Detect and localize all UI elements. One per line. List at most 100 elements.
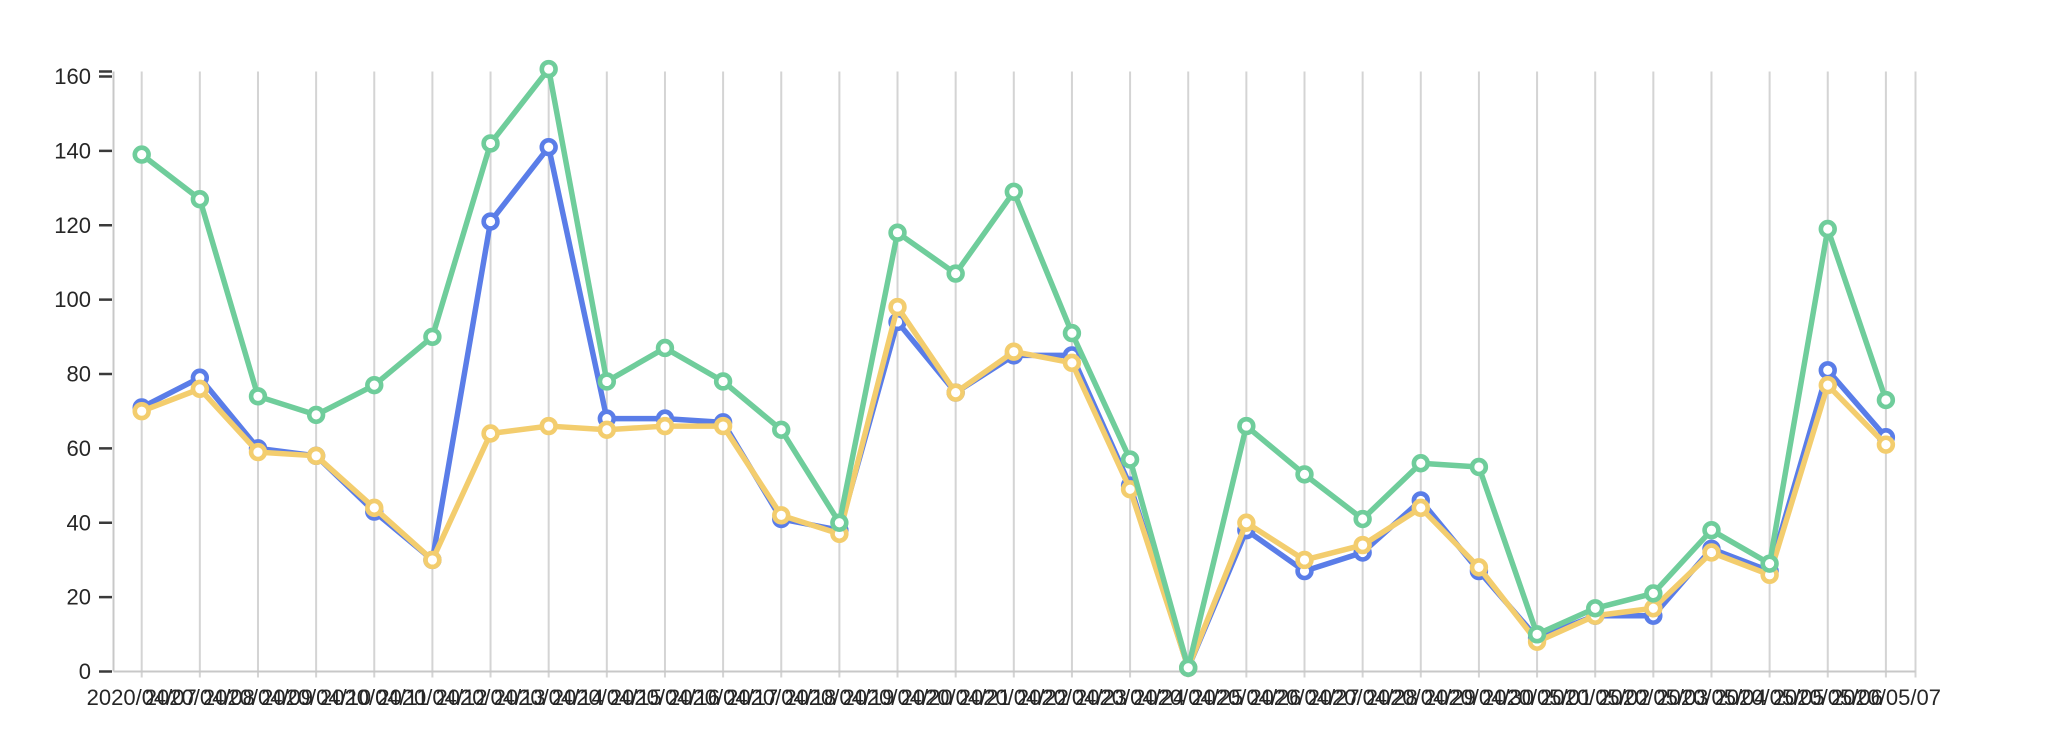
data-point-green (1469, 457, 1489, 477)
x-axis-tick-label: 2020/04/16 (610, 685, 720, 710)
data-point-green (1120, 450, 1140, 469)
x-axis-tick-label: 2020/04/29 (1366, 685, 1476, 710)
data-point-green (772, 420, 791, 439)
data-point-yellow (1411, 498, 1430, 518)
x-axis-tick-label: 2020/04/08 (145, 685, 255, 710)
x-axis-tick-label: 2020/04/12 (377, 685, 487, 710)
data-point-green (655, 338, 675, 358)
data-point-green (1644, 584, 1663, 603)
data-point-yellow (1876, 435, 1896, 454)
data-point-green (1295, 465, 1314, 484)
x-axis-tick-label: 2020/04/23 (1017, 685, 1127, 710)
x-axis-tick-label: 2020/05/03 (1598, 685, 1708, 710)
data-point-green (190, 190, 210, 209)
data-point-yellow (1818, 375, 1837, 395)
x-axis-tick-label: 2020/04/22 (959, 685, 1069, 710)
data-point-yellow (1353, 535, 1372, 555)
x-axis-tick-label: 2020/04/14 (494, 685, 604, 710)
data-point-green (830, 513, 849, 532)
y-axis-tick-label: 160 (54, 64, 91, 89)
data-point-yellow (365, 498, 384, 518)
y-axis-tick-label: 0 (79, 659, 91, 684)
x-axis-tick-label: 2020/04/10 (261, 685, 371, 710)
data-point-green (1237, 416, 1256, 436)
data-point-green (1760, 554, 1779, 573)
x-axis-tick-label: 2020/04/30 (1424, 685, 1534, 710)
x-axis-tick-label: 2020/05/07 (1831, 685, 1941, 710)
x-axis-tick-label: 2020/04/07 (87, 685, 197, 710)
data-point-yellow (132, 401, 151, 421)
data-point-green (597, 372, 617, 391)
data-point-green (1179, 658, 1198, 677)
data-point-green (132, 145, 151, 164)
data-point-yellow (248, 442, 268, 462)
data-point-yellow (481, 424, 500, 443)
data-point-yellow (655, 416, 675, 436)
data-point-green (1876, 390, 1896, 410)
x-axis-tick-label: 2020/05/01 (1482, 685, 1592, 710)
x-axis-tick-label: 2020/04/26 (1191, 685, 1301, 710)
x-axis-tick-label: 2020/05/06 (1773, 685, 1883, 710)
x-axis-tick-label: 2020/04/09 (203, 685, 313, 710)
x-axis-tick-label: 2020/04/24 (1075, 685, 1185, 710)
data-point-blue (539, 137, 558, 157)
x-axis-tick-label: 2020/04/17 (668, 685, 778, 710)
data-point-green (946, 264, 965, 283)
data-point-green (248, 387, 268, 406)
data-point-yellow (306, 446, 326, 466)
y-axis-tick-label: 120 (54, 213, 91, 238)
y-axis-tick-label: 100 (54, 287, 91, 312)
data-point-green (423, 327, 442, 347)
data-point-yellow (1644, 599, 1663, 618)
x-axis-tick-label: 2020/04/20 (842, 685, 952, 710)
x-axis-tick-label: 2020/04/25 (1133, 685, 1243, 710)
data-point-green (1004, 182, 1023, 201)
x-axis-tick-label: 2020/04/21 (901, 685, 1011, 710)
data-point-blue (1818, 361, 1837, 380)
data-point-yellow (1702, 543, 1721, 562)
data-point-yellow (1469, 558, 1489, 577)
data-point-green (888, 223, 907, 242)
data-point-green (365, 375, 384, 395)
data-point-yellow (1237, 513, 1256, 532)
x-axis-tick-label: 2020/04/27 (1249, 685, 1359, 710)
data-point-yellow (423, 550, 442, 570)
data-point-blue (481, 212, 500, 231)
data-point-green (1411, 454, 1430, 473)
y-axis-tick-label: 20 (67, 585, 91, 610)
data-point-green (1585, 599, 1605, 618)
data-point-yellow (1295, 550, 1314, 570)
data-point-green (481, 134, 500, 153)
x-axis-tick-label: 2020/04/19 (784, 685, 894, 710)
data-point-green (1818, 219, 1837, 239)
data-point-yellow (946, 383, 965, 402)
y-axis-tick-label: 140 (54, 138, 91, 163)
data-point-yellow (888, 297, 907, 317)
data-point-yellow (772, 506, 791, 525)
x-axis-tick-label: 2020/05/05 (1715, 685, 1825, 710)
y-axis-tick-label: 60 (67, 436, 91, 461)
y-axis-tick-label: 40 (67, 510, 91, 535)
data-point-green (306, 405, 326, 425)
data-point-green (1702, 520, 1721, 540)
data-point-green (1062, 323, 1082, 343)
data-point-yellow (190, 379, 210, 399)
data-point-yellow (1062, 353, 1082, 373)
data-point-green (539, 59, 558, 79)
data-point-yellow (597, 420, 617, 439)
data-point-green (1527, 625, 1547, 644)
data-point-yellow (539, 416, 558, 436)
x-axis-tick-label: 2020/04/28 (1308, 685, 1418, 710)
x-axis-tick-label: 2020/04/15 (552, 685, 662, 710)
data-point-green (713, 372, 733, 391)
data-point-yellow (713, 416, 733, 436)
x-axis-tick-label: 2020/05/04 (1656, 685, 1766, 710)
x-axis-tick-label: 2020/04/13 (435, 685, 545, 710)
y-axis-tick-label: 80 (67, 362, 91, 387)
data-point-green (1353, 509, 1372, 529)
x-axis-tick-label: 2020/04/11 (320, 685, 428, 710)
x-axis-tick-label: 2020/04/18 (726, 685, 836, 710)
x-axis-tick-label: 2020/05/02 (1540, 685, 1650, 710)
